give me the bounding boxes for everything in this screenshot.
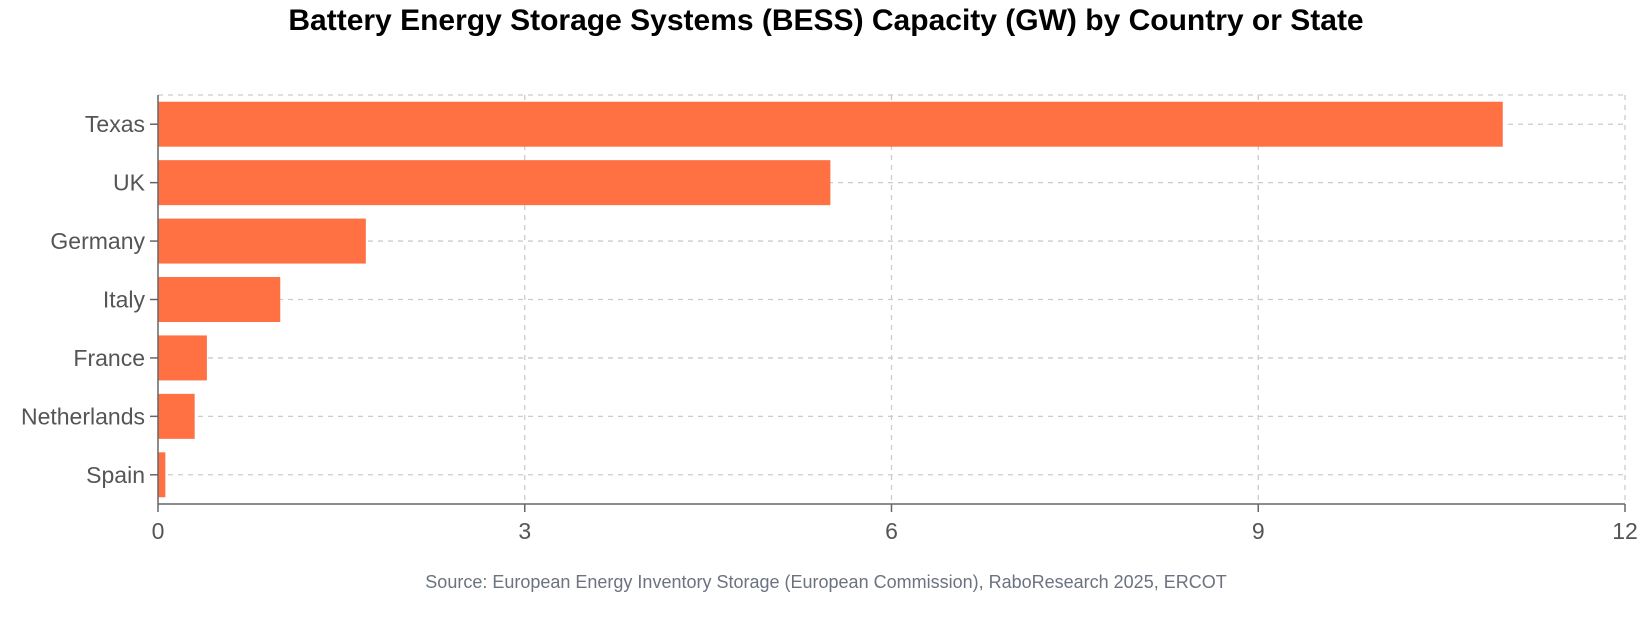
y-tick-label-netherlands: Netherlands <box>21 403 145 429</box>
x-tick-label-4: 12 <box>1612 518 1638 544</box>
y-tick-label-spain: Spain <box>86 462 145 488</box>
bar-germany <box>158 218 366 264</box>
x-tick-label-3: 9 <box>1252 518 1265 544</box>
y-tick-label-germany: Germany <box>50 228 145 254</box>
bars <box>158 101 1503 498</box>
bar-texas <box>158 101 1503 147</box>
bar-uk <box>158 160 831 206</box>
x-tick-label-1: 3 <box>518 518 531 544</box>
tick-labels: 0 3 6 9 12 Texas UK Germany Italy France Netherlan… <box>21 111 1638 544</box>
grid-lines <box>158 94 1626 504</box>
bar-spain <box>158 452 166 498</box>
y-tick-label-france: France <box>73 345 145 371</box>
y-tick-label-italy: Italy <box>103 287 146 313</box>
bar-france <box>158 335 207 381</box>
y-tick-label-texas: Texas <box>85 111 145 137</box>
source-note: Source: European Energy Inventory Storag… <box>425 572 1227 592</box>
chart-title: Battery Energy Storage Systems (BESS) Ca… <box>288 4 1364 37</box>
bar-italy <box>158 277 281 322</box>
y-tick-label-uk: UK <box>113 170 146 196</box>
axes <box>150 95 1626 512</box>
x-tick-label-0: 0 <box>152 518 165 544</box>
bar-netherlands <box>158 393 195 439</box>
x-tick-label-2: 6 <box>885 518 898 544</box>
